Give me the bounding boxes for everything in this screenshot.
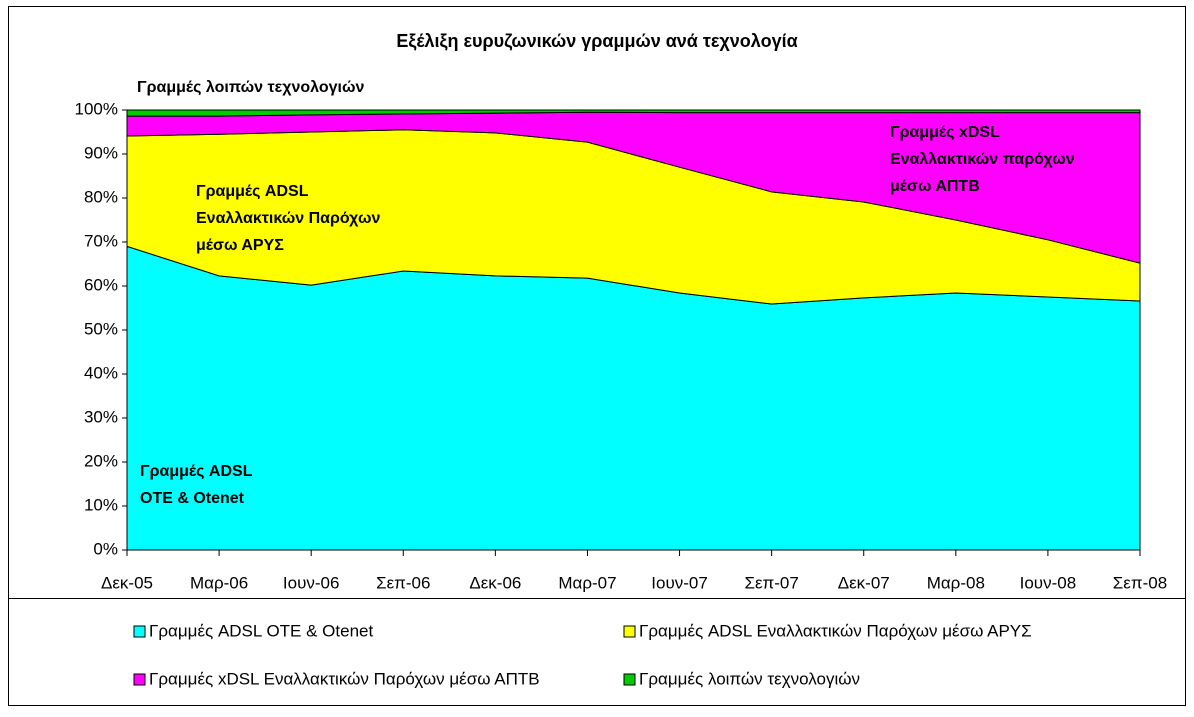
chart-title: Εξέλιξη ευρυζωνικών γραμμών ανά τεχνολογ… <box>396 31 797 52</box>
y-tick-label: 50% <box>84 319 118 338</box>
x-tick-label: Ιουν-06 <box>283 573 340 592</box>
area <box>126 109 1141 117</box>
y-tick-label: 100% <box>75 99 118 118</box>
x-tick-label: Δεκ-07 <box>838 573 890 592</box>
x-tick-label: Ιουν-08 <box>1020 573 1077 592</box>
x-tick-label: Σεπ-07 <box>744 573 798 592</box>
annotation: ΟΤΕ & Otenet <box>140 490 245 507</box>
y-tick-label: 10% <box>84 495 118 514</box>
legend-label: Γραμμές xDSL Εναλλακτικών Παρόχων μέσω Α… <box>149 669 540 688</box>
y-tick-label: 40% <box>84 363 118 382</box>
y-tick-label: 90% <box>84 143 118 162</box>
x-tick-label: Μαρ-07 <box>558 573 616 592</box>
x-tick-label: Σεπ-08 <box>1113 573 1167 592</box>
x-tick-label: Μαρ-08 <box>927 573 985 592</box>
legend-swatch <box>623 625 636 638</box>
x-tick-label: Μαρ-06 <box>190 573 248 592</box>
x-tick-label: Δεκ-06 <box>469 573 521 592</box>
y-tick-label: 80% <box>84 187 118 206</box>
annotation: Γραμμές λοιπών τεχνολογιών <box>137 79 364 96</box>
legend-box <box>8 598 1186 706</box>
legend-swatch <box>133 625 146 638</box>
annotation: Γραμμές ADSL <box>196 183 309 200</box>
annotation: Γραμμές ADSL <box>140 463 253 480</box>
x-tick-label: Σεπ-06 <box>376 573 430 592</box>
annotation: μέσω ΑΡΥΣ <box>196 237 284 254</box>
legend-label: Γραμμές ADSL ΟΤΕ & Otenet <box>149 621 373 640</box>
annotation: Εναλλακτικών παρόχων <box>890 151 1075 168</box>
legend-label: Γραμμές ADSL Εναλλακτικών Παρόχων μέσω Α… <box>639 621 1032 640</box>
y-tick-label: 20% <box>84 451 118 470</box>
y-tick-label: 60% <box>84 275 118 294</box>
annotation: Γραμμές xDSL <box>890 124 1000 141</box>
legend-label: Γραμμές λοιπών τεχνολογιών <box>639 669 860 688</box>
legend-swatch <box>623 673 636 686</box>
x-tick-label: Δεκ-05 <box>101 573 153 592</box>
x-tick-label: Ιουν-07 <box>651 573 708 592</box>
annotation: μέσω ΑΠΤΒ <box>890 178 980 195</box>
y-tick-label: 30% <box>84 407 118 426</box>
annotation: Εναλλακτικών Παρόχων <box>196 210 380 227</box>
y-tick-label: 70% <box>84 231 118 250</box>
y-tick-label: 0% <box>93 539 118 558</box>
legend-swatch <box>133 673 146 686</box>
